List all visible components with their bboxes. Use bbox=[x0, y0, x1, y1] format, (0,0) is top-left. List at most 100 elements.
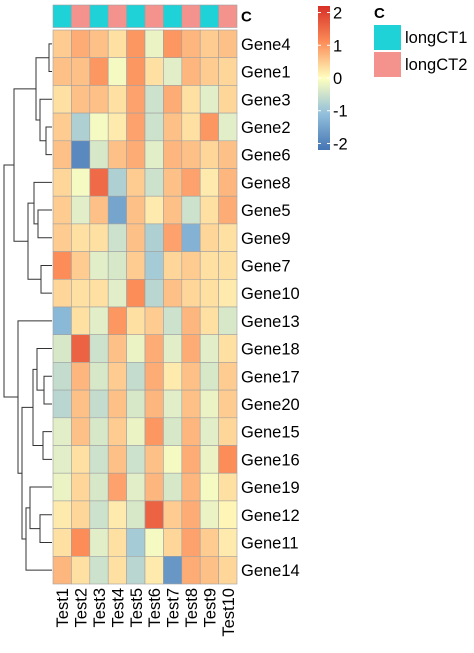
heatmap-cell bbox=[144, 168, 164, 197]
heatmap-cell bbox=[144, 472, 164, 502]
heatmap-cell bbox=[199, 306, 219, 336]
heatmap-cell bbox=[144, 334, 164, 363]
annotation-cell bbox=[71, 4, 91, 28]
heatmap-cell bbox=[126, 112, 146, 142]
heatmap-cell bbox=[89, 223, 109, 252]
annotation-cell bbox=[89, 4, 109, 28]
heatmap-cell bbox=[181, 500, 201, 529]
heatmap-cell bbox=[199, 445, 219, 474]
heatmap-cell bbox=[144, 140, 164, 169]
heatmap-cell bbox=[218, 278, 238, 308]
heatmap-cell bbox=[218, 223, 238, 252]
annotation-cell bbox=[199, 4, 219, 28]
heatmap-cell bbox=[71, 389, 91, 419]
heatmap-cell bbox=[218, 140, 238, 169]
heatmap-cell bbox=[52, 168, 72, 197]
heatmap-cell bbox=[89, 29, 109, 59]
row-label: Gene13 bbox=[241, 313, 300, 331]
heatmap-cell bbox=[181, 112, 201, 142]
heatmap-cell bbox=[71, 278, 91, 308]
heatmap-cell bbox=[144, 555, 164, 585]
heatmap-cell bbox=[89, 334, 109, 363]
annotation-legend-swatch bbox=[374, 52, 401, 77]
heatmap-cell bbox=[218, 362, 238, 391]
heatmap-cell bbox=[181, 168, 201, 197]
heatmap-cell bbox=[199, 29, 219, 59]
heatmap-cell bbox=[181, 195, 201, 225]
heatmap-cell bbox=[71, 334, 91, 363]
dendrogram-branch bbox=[48, 43, 52, 73]
heatmap-cell bbox=[71, 85, 91, 114]
heatmap-cell bbox=[218, 29, 238, 59]
row-label: Gene14 bbox=[241, 562, 300, 580]
heatmap-cell bbox=[52, 362, 72, 391]
column-label: Test1 bbox=[54, 588, 72, 627]
heatmap-cell bbox=[52, 555, 72, 585]
heatmap-cell bbox=[107, 223, 127, 252]
heatmap-cell bbox=[71, 472, 91, 502]
heatmap-cell bbox=[107, 306, 127, 336]
heatmap-cell bbox=[218, 500, 238, 529]
heatmap-cell bbox=[107, 85, 127, 114]
heatmap-cell bbox=[199, 472, 219, 502]
heatmap-cell bbox=[52, 389, 72, 419]
heatmap-cell bbox=[144, 223, 164, 252]
heatmap-cell bbox=[107, 555, 127, 585]
heatmap-cell bbox=[89, 278, 109, 308]
heatmap-cell bbox=[107, 278, 127, 308]
heatmap-cell bbox=[89, 251, 109, 280]
heatmap-cell bbox=[163, 389, 183, 419]
heatmap-cell bbox=[107, 57, 127, 86]
heatmap-cell bbox=[218, 195, 238, 225]
heatmap-cell bbox=[107, 445, 127, 474]
heatmap-cell bbox=[126, 389, 146, 419]
heatmap-cell bbox=[199, 278, 219, 308]
heatmap-cell bbox=[181, 445, 201, 474]
column-label: Test7 bbox=[165, 588, 183, 627]
heatmap-cell bbox=[181, 417, 201, 446]
heatmap-cell bbox=[71, 112, 91, 142]
heatmap-cell bbox=[89, 195, 109, 225]
row-label: Gene18 bbox=[241, 341, 300, 359]
heatmap-cell bbox=[163, 29, 183, 59]
heatmap-cell bbox=[163, 500, 183, 529]
column-label: Test9 bbox=[201, 588, 219, 627]
heatmap-cell bbox=[107, 195, 127, 225]
heatmap-cell bbox=[163, 445, 183, 474]
heatmap-cell bbox=[163, 112, 183, 142]
heatmap-cell bbox=[126, 168, 146, 197]
heatmap-cell bbox=[126, 555, 146, 585]
heatmap-cell bbox=[181, 251, 201, 280]
heatmap-cell bbox=[181, 140, 201, 169]
heatmap-cell bbox=[126, 85, 146, 114]
row-label: Gene19 bbox=[241, 479, 300, 497]
heatmap-cell bbox=[144, 306, 164, 336]
heatmap-cell bbox=[71, 223, 91, 252]
heatmap-cell bbox=[52, 417, 72, 446]
heatmap-cell bbox=[126, 29, 146, 59]
heatmap-cell bbox=[199, 555, 219, 585]
heatmap-cell bbox=[199, 168, 219, 197]
annotation-cell bbox=[52, 4, 72, 28]
row-label: Gene20 bbox=[241, 396, 300, 414]
heatmap-cell bbox=[52, 223, 72, 252]
heatmap-cell bbox=[144, 362, 164, 391]
heatmap-cell bbox=[126, 417, 146, 446]
heatmap-cell bbox=[163, 85, 183, 114]
heatmap-cell bbox=[163, 334, 183, 363]
heatmap-cell bbox=[218, 555, 238, 585]
heatmap-cell bbox=[107, 500, 127, 529]
row-label: Gene16 bbox=[241, 451, 300, 469]
heatmap-cell bbox=[89, 555, 109, 585]
annotation-legend-label: longCT1 bbox=[405, 29, 467, 47]
heatmap-cell bbox=[163, 417, 183, 446]
heatmap-cell bbox=[71, 195, 91, 225]
heatmap-cell bbox=[71, 306, 91, 336]
heatmap-cell bbox=[181, 278, 201, 308]
heatmap-cell bbox=[52, 112, 72, 142]
heatmap-cell bbox=[52, 472, 72, 502]
heatmap-cell bbox=[144, 389, 164, 419]
heatmap-cell bbox=[181, 29, 201, 59]
row-label: Gene12 bbox=[241, 507, 300, 525]
